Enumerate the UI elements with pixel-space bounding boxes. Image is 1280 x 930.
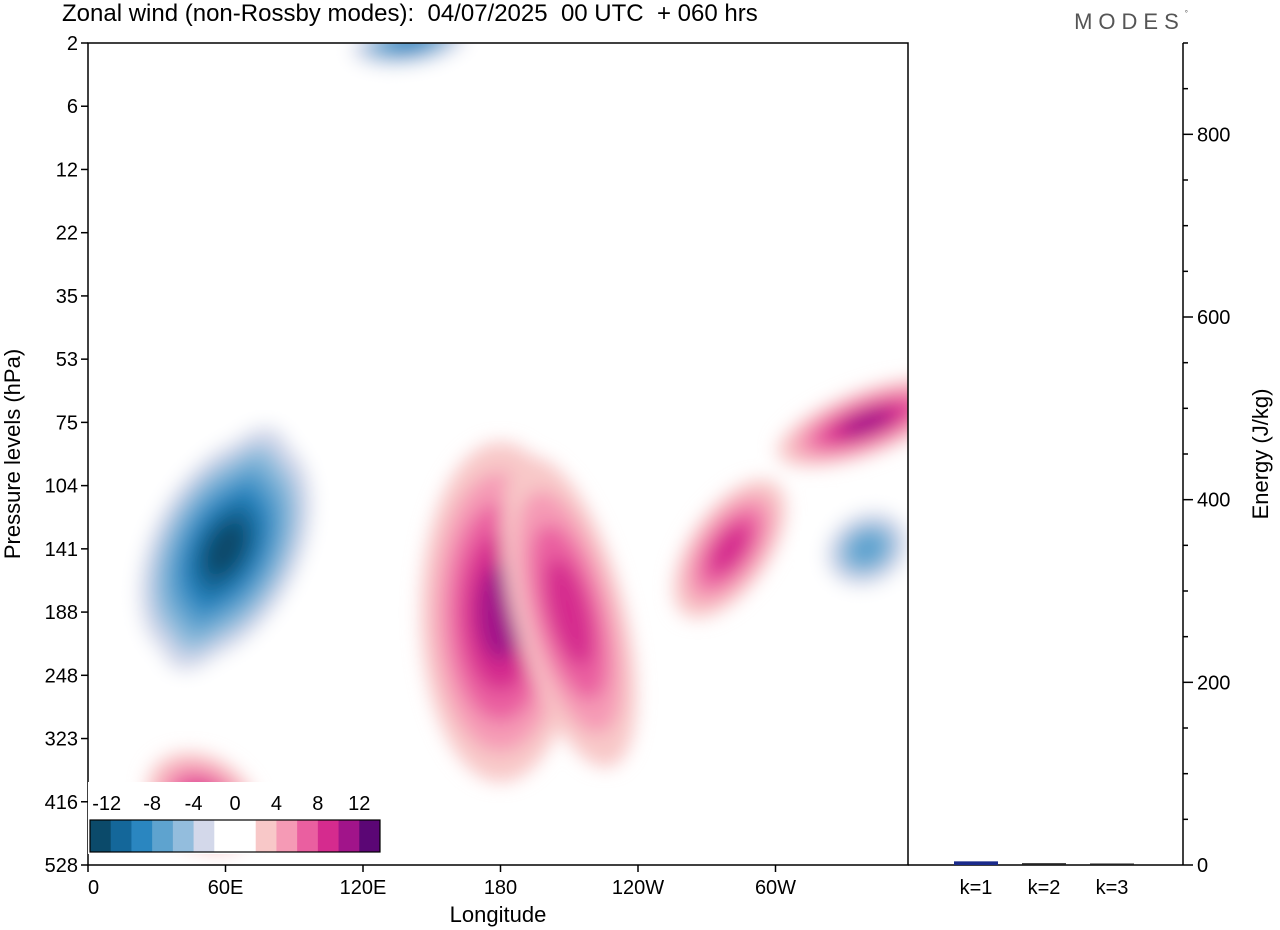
energy-category-label: k=3: [1096, 877, 1129, 899]
legend-swatch: [110, 820, 132, 852]
energy-tick-label: 600: [1197, 307, 1230, 329]
y-tick-label: 53: [56, 349, 78, 371]
legend-swatch: [90, 820, 112, 852]
legend-level-label: -8: [143, 793, 161, 815]
legend-swatch: [338, 820, 360, 852]
energy-category-label: k=2: [1028, 877, 1061, 899]
x-tick-label: 60W: [755, 877, 796, 899]
wind-contour: [555, 574, 583, 650]
wind-contour: [716, 532, 743, 566]
zonal-wind-field: [125, 43, 908, 852]
legend-swatch: [276, 820, 298, 852]
legend-swatch: [152, 820, 174, 852]
neg-cell-20W: [814, 501, 908, 597]
x-tick-label: 120W: [612, 877, 664, 899]
x-axis-label: Longitude: [450, 902, 547, 927]
legend-level-label: -4: [185, 793, 203, 815]
x-tick-label: 0: [88, 877, 99, 899]
wind-contour: [376, 43, 442, 56]
legend-swatch: [297, 820, 319, 852]
y-tick-label: 188: [45, 602, 78, 624]
legend-swatch: [255, 820, 277, 852]
y-tick-label: 104: [45, 476, 78, 498]
wind-contour: [484, 577, 517, 647]
legend-level-label: 8: [312, 793, 323, 815]
x-tick-label: 120E: [340, 877, 387, 899]
neg-upper-140E: [339, 43, 479, 71]
y-tick-label: 528: [45, 855, 78, 877]
heatmap-frame: [87, 42, 909, 866]
energy-tick-label: 0: [1197, 855, 1208, 877]
legend-swatch: [317, 820, 340, 852]
energy-tick-label: 200: [1197, 672, 1230, 694]
brand-logo: MODES°: [1074, 9, 1188, 35]
energy-tick-label: 400: [1197, 490, 1230, 512]
pos-jet-150W: [501, 456, 637, 768]
energy-category-label: k=1: [960, 877, 993, 899]
energy-bars: k=1 k=2 k=3: [954, 861, 1134, 899]
energy-y-axis: 0 200 400 600 800: [1183, 42, 1230, 877]
legend-level-label: 12: [348, 793, 370, 815]
legend-swatch: [235, 820, 257, 852]
energy-bar: [1090, 863, 1134, 865]
legend-level-label: 0: [229, 793, 240, 815]
wind-contour: [212, 524, 239, 574]
chart-title: Zonal wind (non-Rossby modes): 04/07/202…: [62, 0, 758, 27]
wind-contour: [857, 539, 878, 559]
neg-jet-60E: [125, 407, 326, 690]
y-tick-label: 75: [56, 412, 78, 434]
legend-level-label: 4: [271, 793, 282, 815]
brand-text: MODES: [1074, 9, 1185, 34]
y-tick-label: 248: [45, 665, 78, 687]
energy-tick-label: 800: [1197, 124, 1230, 146]
legend-swatch: [214, 820, 236, 852]
energy-bar: [1022, 863, 1066, 865]
wind-contour: [850, 414, 884, 431]
y-tick-label: 416: [45, 792, 78, 814]
wind-anomaly-layer: [125, 43, 908, 852]
legend-level-label: -12: [92, 793, 121, 815]
x-tick-label: 60E: [208, 877, 244, 899]
pos-band-20W: [777, 378, 908, 467]
y-tick-label: 12: [56, 159, 78, 181]
legend-swatch: [359, 820, 381, 852]
y-tick-label: 141: [45, 539, 78, 561]
y-tick-label: 6: [67, 96, 78, 118]
y-axis: 2 6 12 22 35 53 75 104 141 188 248 323 416 528: [45, 33, 88, 877]
y-tick-label: 2: [67, 33, 78, 55]
y-axis-label: Pressure levels (hPa): [0, 349, 25, 559]
legend-swatch: [131, 820, 153, 852]
energy-bar: [954, 861, 998, 865]
energy-axis-label: Energy (J/kg): [1248, 389, 1273, 520]
color-legend: -12 -8 -4 0 4 8 12: [88, 782, 382, 854]
legend-swatch: [172, 820, 195, 852]
y-tick-label: 323: [45, 729, 78, 751]
y-tick-label: 35: [56, 286, 78, 308]
x-axis: 0 60E 120E 180 120W 60W: [87, 865, 796, 899]
y-tick-label: 22: [56, 223, 78, 245]
legend-frame: [89, 819, 381, 853]
legend-swatch: [193, 820, 215, 852]
x-tick-label: 180: [484, 877, 517, 899]
pos-band-80W: [673, 479, 787, 619]
brand-mark: °: [1184, 9, 1188, 18]
